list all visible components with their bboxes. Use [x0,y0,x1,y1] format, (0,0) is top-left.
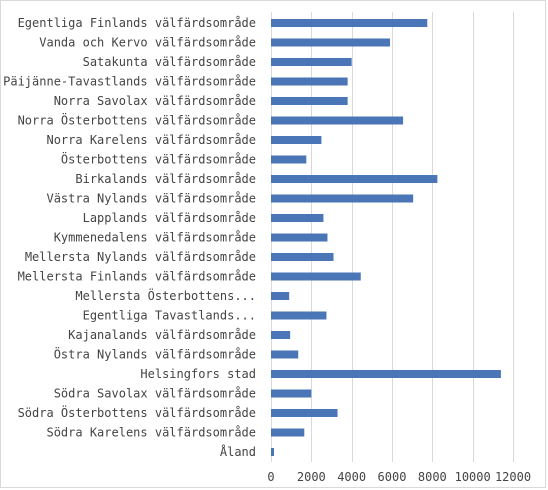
category-label: Egentliga Finlands välfärdsområde [18,16,256,30]
bar [271,292,290,300]
category-label: Päijänne-Tavastlands välfärdsområde [3,75,256,89]
category-label: Vanda och Kervo välfärdsområde [39,36,256,50]
bar [271,214,324,222]
x-tick-label: 0 [267,470,274,484]
category-label: Egentliga Tavastlands... [83,309,256,323]
x-tick-label: 4000 [337,470,366,484]
category-label: Mellersta Nylands välfärdsområde [25,250,256,264]
x-tick-label: 6000 [378,470,407,484]
grid-lines [271,12,514,462]
category-label: Södra Karelens välfärdsområde [46,426,256,440]
category-label: Helsingfors stad [140,367,256,381]
category-label: Södra Savolax välfärdsområde [54,387,256,401]
category-label: Västra Nylands välfärdsområde [46,192,256,206]
category-label: Mellersta Finlands välfärdsområde [18,270,256,284]
bar [271,58,352,66]
x-tick-labels: 0 2000 4000 6000 8000 10000 12000 [267,470,531,484]
category-label: Östra Nylands välfärdsområde [54,346,256,362]
category-label: Kymmenedalens välfärdsområde [54,231,256,245]
bar [271,272,361,281]
bar [271,19,428,27]
bars [271,19,501,456]
category-label: Satakunta välfärdsområde [83,55,256,69]
bar [271,448,275,456]
bar [271,409,338,417]
category-label: Norra Österbottens välfärdsområde [18,112,256,128]
bar [271,97,348,105]
bar [271,389,312,398]
category-label: Norra Savolax välfärdsområde [54,94,256,108]
bar [271,136,322,144]
bar [271,233,328,242]
bar [271,77,348,86]
bar [271,116,404,125]
category-label: Kajanalands välfärdsområde [68,328,256,342]
bar [271,311,327,320]
category-label: Österbottens välfärdsområde [61,151,256,167]
bar [271,155,307,164]
category-label: Åland [220,444,256,459]
bar [271,428,305,437]
bar [271,194,414,203]
category-label: Norra Karelens välfärdsområde [46,133,256,147]
category-labels: Egentliga Finlands välfärdsområde Vanda o… [3,16,256,459]
category-label: Birkalands välfärdsområde [75,172,256,186]
x-tick-label: 2000 [297,470,326,484]
bar [271,253,334,261]
bar [271,331,291,339]
x-tick-label: 10000 [455,470,491,484]
bar [271,350,299,359]
bar [271,38,390,47]
bar [271,370,501,378]
category-label: Lapplands välfärdsområde [83,211,256,225]
category-label: Mellersta Österbottens... [75,287,256,303]
category-label: Södra Österbottens välfärdsområde [18,404,256,420]
bar [271,175,438,183]
x-tick-label: 12000 [495,470,531,484]
x-tick-label: 8000 [418,470,447,484]
